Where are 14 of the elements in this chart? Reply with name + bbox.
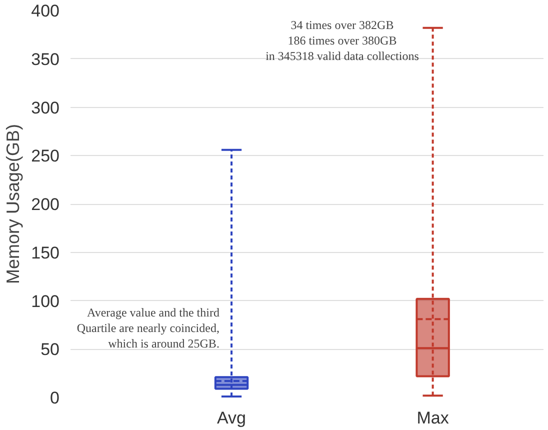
annotation: 34 times over 382GB 186 times over 380GB in 345318 valid data collections (266, 18, 420, 64)
y-tick-label: 400 (31, 2, 60, 20)
y-tick-label: 200 (31, 195, 60, 214)
y-tick-label: 0 (50, 388, 60, 408)
y-tick-label: 300 (31, 98, 60, 118)
x-tick-label: Avg (217, 408, 246, 428)
y-tick-label: 50 (40, 340, 60, 360)
y-axis-title: Memory Usage(GB) (3, 124, 24, 284)
y-tick-label: 150 (31, 243, 60, 262)
y-tick-label: 350 (31, 50, 60, 69)
y-tick-label: 250 (31, 146, 60, 166)
y-tick-label: 100 (31, 292, 60, 311)
annotation: Average value and the third Quartile are nearly coincided, which is around 25GB. (76, 306, 220, 350)
x-tick-label: Max (416, 408, 450, 428)
